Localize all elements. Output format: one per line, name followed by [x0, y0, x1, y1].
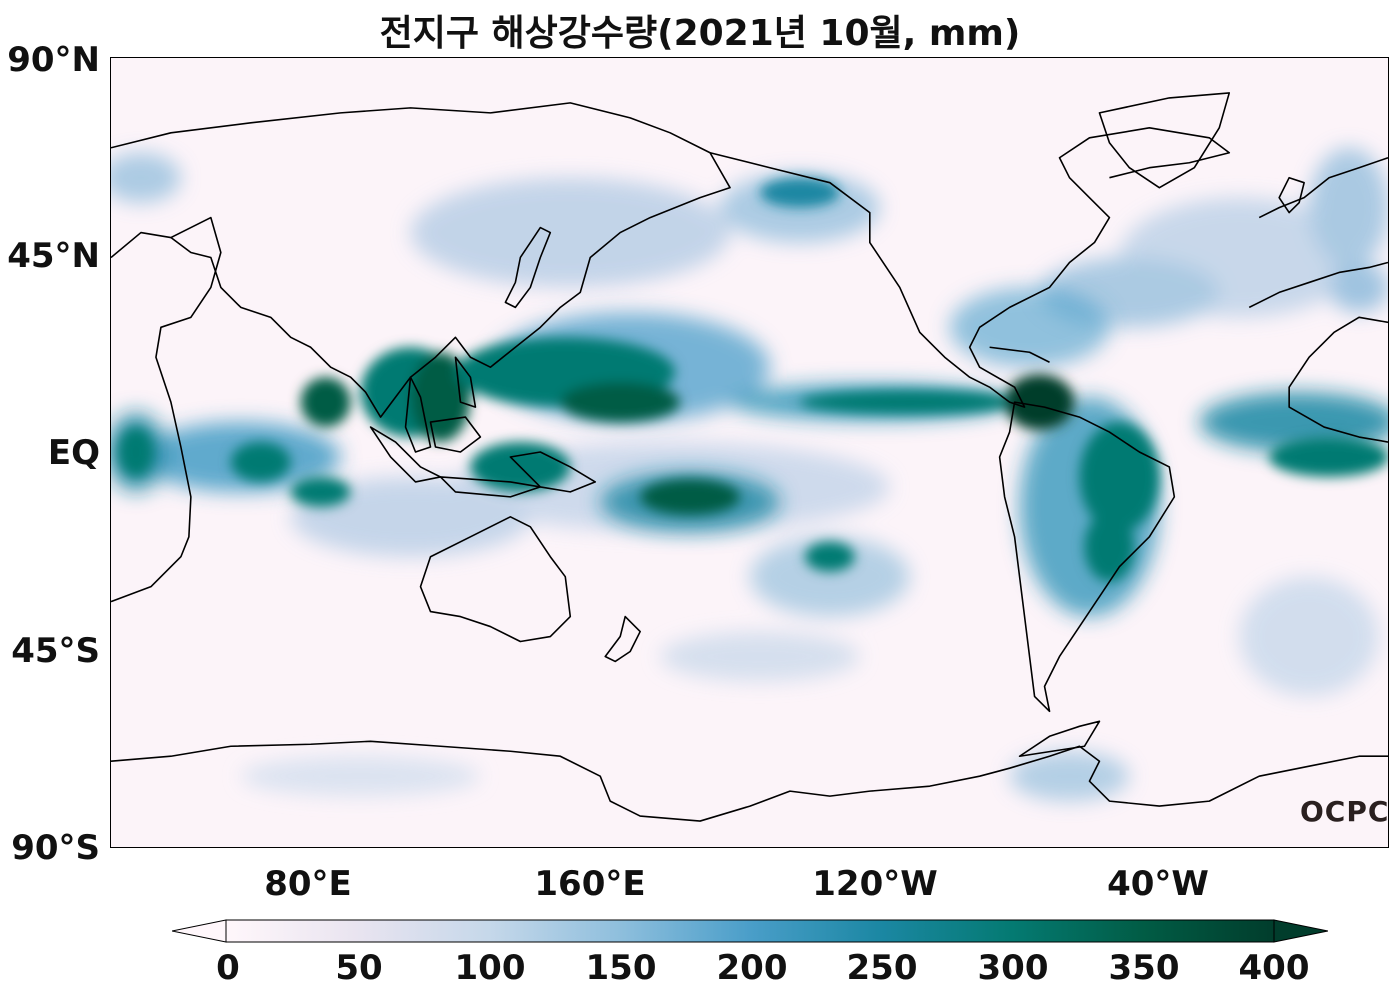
- cbar-tick-250: 250: [846, 948, 918, 988]
- y-tick-90n: 90°N: [7, 40, 100, 80]
- precip-heavy-cores: [117, 177, 1388, 582]
- map-title: 전지구 해상강수량(2021년 10월, mm): [379, 13, 1021, 54]
- cbar-tick-300: 300: [977, 948, 1049, 988]
- map-canvas: [111, 58, 1388, 847]
- cbar-tick-200: 200: [716, 948, 788, 988]
- precipitation-map: [110, 57, 1389, 848]
- x-tick-80e: 80°E: [264, 864, 352, 904]
- cbar-tick-100: 100: [454, 948, 526, 988]
- y-tick-45s: 45°S: [11, 631, 100, 671]
- y-tick-45n: 45°N: [7, 236, 100, 276]
- coastlines: [111, 92, 1388, 822]
- cbar-tick-400: 400: [1238, 948, 1310, 988]
- cbar-tick-350: 350: [1108, 948, 1180, 988]
- colorbar: [171, 918, 1329, 944]
- x-tick-160e: 160°E: [534, 864, 646, 904]
- x-tick-120w: 120°W: [812, 864, 938, 904]
- y-tick-eq: EQ: [47, 433, 100, 473]
- ocpc-logo: OCPC: [1300, 795, 1390, 828]
- cbar-tick-150: 150: [585, 948, 657, 988]
- colorbar-gradient: [171, 919, 1329, 943]
- y-tick-90s: 90°S: [11, 828, 100, 868]
- x-tick-40w: 40°W: [1107, 864, 1209, 904]
- cbar-tick-50: 50: [335, 948, 383, 988]
- cbar-tick-0: 0: [216, 948, 240, 988]
